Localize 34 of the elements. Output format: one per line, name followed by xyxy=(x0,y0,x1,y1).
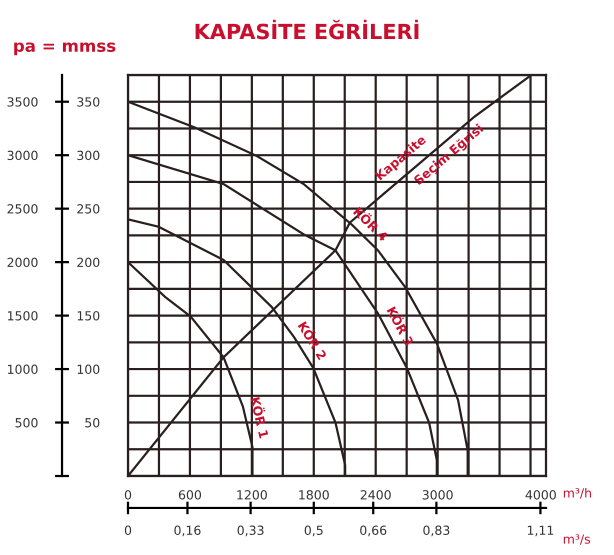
x2-tick-label: 0,33 xyxy=(238,526,264,536)
x-tick-label: 600 xyxy=(178,490,202,500)
y-tick-label: 250 xyxy=(77,204,100,214)
y2-tick-label: 3000 xyxy=(8,150,38,160)
x-tick-label: 1800 xyxy=(299,490,329,500)
x2-tick-label: 0,5 xyxy=(304,526,323,536)
y-tick-label: 200 xyxy=(77,258,100,268)
y-tick-label: 150 xyxy=(78,311,100,321)
y2-tick-label: 1500 xyxy=(8,311,38,321)
x-tick-label: 2400 xyxy=(360,490,391,500)
x2-tick-label: 0,83 xyxy=(423,526,450,536)
y-tick-label: 350 xyxy=(77,97,100,107)
y2-tick-label: 3500 xyxy=(8,97,38,107)
x2-tick-label: 0,66 xyxy=(360,526,386,536)
x2-tick-label: 0 xyxy=(124,526,132,535)
y-tick-label: 100 xyxy=(78,364,100,374)
text: KÖR 3 xyxy=(386,305,416,346)
y2-tick-label: 2000 xyxy=(8,258,38,268)
x2-tick-label: 1,11 xyxy=(528,526,554,536)
y-axis-title: pa = mmss xyxy=(14,42,116,56)
y2-tick-label: 1000 xyxy=(8,364,38,374)
x2-tick-label: 0,16 xyxy=(174,526,201,536)
y-tick-label: 300 xyxy=(77,150,100,160)
y2-tick-label: 500 xyxy=(16,418,38,428)
x-axis-title: m³/h xyxy=(564,488,591,499)
text: KÖR 1 xyxy=(250,396,271,438)
y-tick-label: 50 xyxy=(85,418,100,428)
chart-title: KAPASİTE EĞRİLERİ xyxy=(196,20,418,40)
x-tick-label: 1200 xyxy=(237,490,267,500)
x-tick-label: 3000 xyxy=(422,490,453,500)
y2-tick-label: 2500 xyxy=(8,204,38,214)
x2-axis-title: m³/s xyxy=(564,534,590,545)
x-tick-label: 4000 xyxy=(526,490,556,500)
x-tick-label: 0 xyxy=(124,490,132,500)
